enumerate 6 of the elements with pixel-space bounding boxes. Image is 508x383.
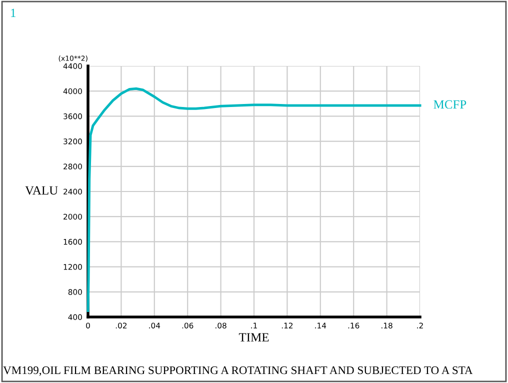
text: VM199,OIL FILM BEARING SUPPORTING A ROTATING SHAFT AND SUBJECTED TO A STA <box>3 366 473 376</box>
text: 1 <box>11 8 16 18</box>
x-axis-title: TIME <box>238 333 269 342</box>
line-series <box>86 87 422 312</box>
y-axis-title: VALU <box>25 186 58 195</box>
series-label: MCFP <box>434 100 466 109</box>
